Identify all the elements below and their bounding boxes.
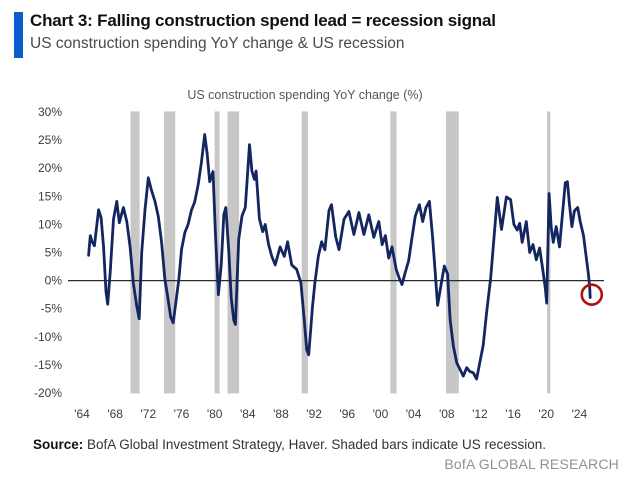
x-tick-label: '20 [538, 407, 554, 421]
x-tick-label: '08 [439, 407, 455, 421]
source-text: BofA Global Investment Strategy, Haver. … [83, 437, 547, 452]
x-tick-label: '00 [373, 407, 389, 421]
recession-band [445, 111, 459, 394]
x-tick-label: '64 [74, 407, 90, 421]
x-tick-label: '80 [207, 407, 223, 421]
x-tick-label: '88 [273, 407, 289, 421]
x-tick-label: '76 [174, 407, 190, 421]
y-tick-label: 20% [38, 161, 62, 175]
recession-band [227, 111, 240, 394]
page-subtitle: US construction spending YoY change & US… [30, 35, 405, 52]
y-tick-label: 0% [45, 274, 63, 288]
x-tick-label: '12 [472, 407, 488, 421]
x-tick-label: '72 [140, 407, 156, 421]
y-tick-label: 25% [38, 133, 62, 147]
recession-band [301, 111, 308, 394]
x-tick-label: '92 [306, 407, 322, 421]
data-line [87, 133, 592, 381]
recession-band [164, 111, 176, 394]
highlight-circle-annotation [580, 283, 604, 306]
y-tick-label: -20% [34, 386, 62, 400]
header-accent-bar [14, 12, 23, 58]
source-note: Source: BofA Global Investment Strategy,… [33, 437, 613, 452]
x-tick-label: '16 [505, 407, 521, 421]
x-tick-label: '24 [572, 407, 588, 421]
x-tick-label: '96 [339, 407, 355, 421]
x-tick-label: '84 [240, 407, 256, 421]
source-label: Source: [33, 437, 84, 452]
page-title: Chart 3: Falling construction spend lead… [30, 11, 496, 30]
y-tick-label: -5% [41, 302, 63, 316]
chart-title: US construction spending YoY change (%) [187, 88, 423, 102]
y-tick-label: -15% [34, 358, 62, 372]
y-tick-label: 10% [38, 217, 62, 231]
brand-text: BofA GLOBAL RESEARCH [444, 456, 619, 472]
y-tick-label: 5% [45, 246, 63, 260]
x-tick-label: '04 [406, 407, 422, 421]
y-tick-label: -10% [34, 330, 62, 344]
y-tick-label: 30% [38, 105, 62, 119]
recession-band [130, 111, 140, 394]
x-tick-label: '68 [107, 407, 123, 421]
y-tick-label: 15% [38, 189, 62, 203]
